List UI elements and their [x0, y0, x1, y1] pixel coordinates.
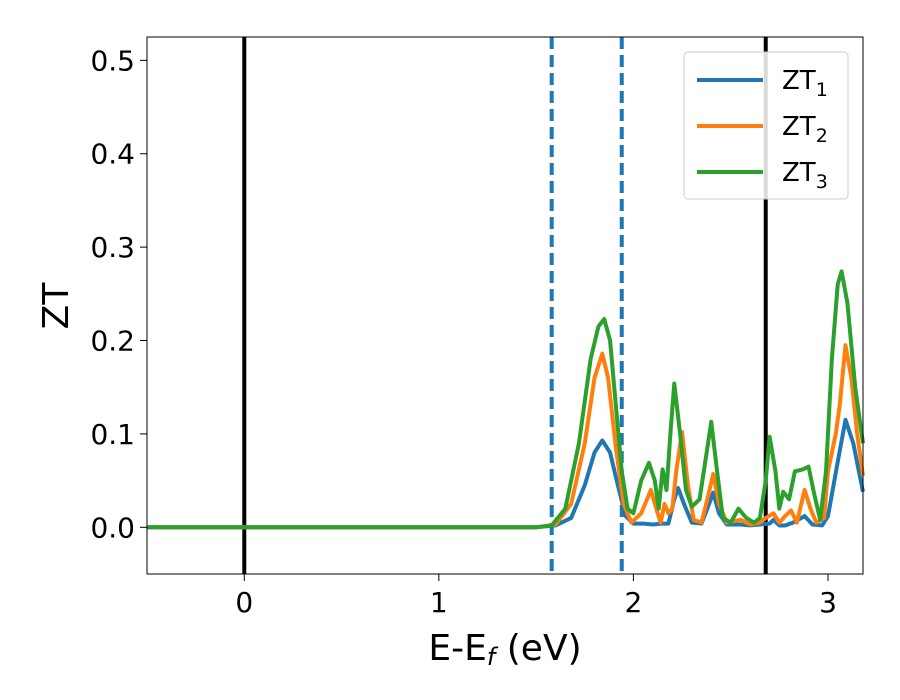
series-line-zt3: [147, 269, 865, 530]
x-tick-label: 0: [235, 586, 253, 619]
y-tick-label: 0.4: [90, 138, 135, 171]
legend-label-zt1: ZT1: [782, 66, 828, 101]
y-tick-label: 0.2: [90, 325, 135, 358]
x-tick-label: 1: [430, 586, 448, 619]
y-tick-label: 0.1: [90, 418, 135, 451]
legend-box: [683, 51, 849, 200]
x-tick-label: 2: [624, 586, 642, 619]
y-tick-label: 0.3: [90, 231, 135, 264]
x-axis-label-main: E-E: [428, 628, 486, 669]
legend-label-zt3: ZT3: [782, 158, 828, 193]
x-axis-ticks: 0 1 2 3: [235, 574, 837, 619]
x-tick-label: 3: [819, 586, 837, 619]
x-axis-label-unit: (eV): [507, 628, 582, 669]
y-tick-label: 0.5: [90, 44, 135, 77]
plot-frame: [146, 36, 864, 575]
y-axis-ticks: 0.0 0.1 0.2 0.3 0.4 0.5: [90, 44, 147, 544]
x-axis-label-unit-spacer: [495, 628, 506, 669]
y-tick-label: 0.0: [90, 511, 135, 544]
series-lines: [147, 269, 865, 530]
y-axis-label: ZT: [36, 282, 77, 330]
x-axis-label: E-Ef (eV): [428, 628, 581, 671]
legend-label-zt2: ZT2: [782, 112, 828, 147]
legend: ZT1 ZT2 ZT3: [683, 51, 849, 200]
